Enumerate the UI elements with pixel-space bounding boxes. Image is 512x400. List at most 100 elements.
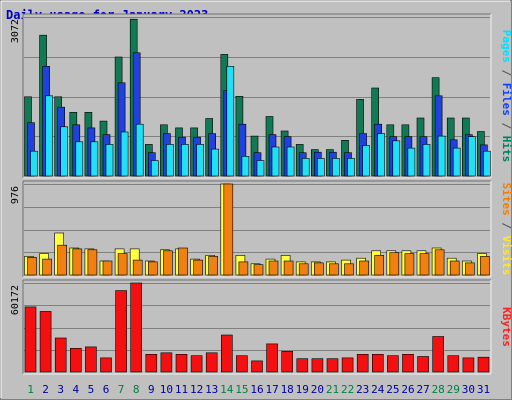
panel-top-ymax-label: 3072 <box>10 19 21 43</box>
x-tick-label-day-30: 30 <box>462 383 475 396</box>
bar-pages-day-19 <box>301 158 310 177</box>
x-tick-label-day-17: 17 <box>265 383 278 396</box>
bar-kbytes-day-21 <box>326 358 339 373</box>
bar-pages-day-14 <box>226 66 235 177</box>
bar-kbytes-day-26 <box>402 353 414 373</box>
x-tick-label-day-3: 3 <box>57 383 64 396</box>
bar-sites-day-13 <box>208 256 218 276</box>
x-tick-label-day-8: 8 <box>133 383 140 396</box>
x-tick-label-day-18: 18 <box>281 383 294 396</box>
bar-kbytes-day-3 <box>54 337 67 373</box>
x-tick-label-day-9: 9 <box>148 383 155 396</box>
bar-sites-day-17 <box>268 260 279 276</box>
x-tick-label-day-26: 26 <box>401 383 414 396</box>
bar-kbytes-day-31 <box>477 356 490 373</box>
bar-sites-day-26 <box>404 253 415 276</box>
bar-kbytes-day-30 <box>462 357 475 373</box>
bar-pages-day-2 <box>45 95 53 177</box>
bar-kbytes-day-23 <box>356 353 369 373</box>
bar-kbytes-day-7 <box>115 290 127 373</box>
bar-kbytes-day-13 <box>205 352 218 373</box>
bar-sites-day-1 <box>27 256 37 276</box>
bar-pages-day-17 <box>271 146 280 177</box>
series-kbytes <box>24 282 490 373</box>
x-tick-label-day-6: 6 <box>103 383 110 396</box>
x-tick-label-day-12: 12 <box>190 383 203 396</box>
bar-sites-day-27 <box>419 253 430 276</box>
bar-sites-day-8 <box>132 259 143 276</box>
bar-sites-day-29 <box>449 260 460 276</box>
bar-kbytes-day-22 <box>341 357 354 373</box>
side-legend-segment: / <box>500 63 512 83</box>
panel-middle-ymax-label: 976 <box>10 186 21 204</box>
side-legend-segment: / <box>500 116 512 136</box>
bar-kbytes-day-18 <box>281 350 294 373</box>
x-tick-label-day-5: 5 <box>88 383 95 396</box>
bar-kbytes-day-10 <box>160 352 173 373</box>
bar-pages-day-21 <box>332 158 340 177</box>
x-tick-label-day-24: 24 <box>371 383 385 396</box>
panel-bottom: 60172 KBytes <box>10 279 512 375</box>
bar-sites-day-31 <box>480 256 490 276</box>
bar-kbytes-day-17 <box>266 343 278 373</box>
bar-kbytes-day-5 <box>85 346 97 373</box>
bar-pages-day-26 <box>407 147 416 177</box>
bar-kbytes-day-12 <box>190 355 203 373</box>
panel-middle: 976 Sites / Visits <box>10 180 512 278</box>
bar-sites-day-14 <box>223 183 234 276</box>
bar-sites-day-20 <box>313 262 324 276</box>
bar-pages-day-25 <box>392 140 401 177</box>
bar-sites-day-7 <box>117 253 128 276</box>
bar-kbytes-day-1 <box>24 306 37 373</box>
bar-sites-day-4 <box>72 248 83 276</box>
bar-kbytes-day-16 <box>251 360 263 373</box>
side-legend-segment: Hits <box>500 136 512 163</box>
bar-sites-day-25 <box>389 252 400 276</box>
x-tick-label-day-7: 7 <box>118 383 125 396</box>
bar-sites-day-10 <box>163 250 173 276</box>
x-tick-label-day-31: 31 <box>477 383 490 396</box>
chart-panels: 3072 Pages / Files / Hits 976 Sites / Visit… <box>10 13 512 375</box>
x-tick-label-day-23: 23 <box>356 383 369 396</box>
bar-kbytes-day-19 <box>296 358 309 373</box>
bar-pages-day-6 <box>105 144 114 177</box>
bar-pages-day-10 <box>166 144 174 177</box>
x-tick-label-day-29: 29 <box>447 383 460 396</box>
bar-kbytes-day-6 <box>100 357 112 373</box>
x-tick-label-day-16: 16 <box>250 383 263 396</box>
bar-kbytes-day-24 <box>371 353 384 373</box>
bar-sites-day-16 <box>253 264 264 276</box>
x-tick-label-day-19: 19 <box>296 383 309 396</box>
bar-sites-day-9 <box>148 261 158 276</box>
bar-sites-day-3 <box>57 244 68 276</box>
x-tick-label-day-28: 28 <box>432 383 445 396</box>
bar-kbytes-day-11 <box>175 353 188 373</box>
x-tick-label-day-1: 1 <box>27 383 34 396</box>
bar-pages-day-29 <box>452 147 461 177</box>
bar-pages-day-15 <box>241 156 250 177</box>
bar-pages-day-12 <box>196 144 204 177</box>
side-legend-segment: KBytes <box>500 307 512 347</box>
bar-pages-day-13 <box>211 148 219 177</box>
bar-pages-day-3 <box>60 126 69 177</box>
bar-pages-day-5 <box>90 141 99 177</box>
bar-kbytes-day-2 <box>39 311 52 373</box>
bar-sites-day-18 <box>283 260 294 276</box>
side-legend-segment: / <box>500 216 512 236</box>
side-legend-segment: Pages <box>500 30 512 63</box>
panel-top-side-legend: Pages / Files / Hits <box>500 30 512 163</box>
bar-kbytes-day-25 <box>387 355 399 373</box>
x-tick-label-day-22: 22 <box>341 383 354 396</box>
bar-pages-day-24 <box>377 133 386 177</box>
bar-pages-day-22 <box>347 158 355 177</box>
x-tick-label-day-25: 25 <box>386 383 399 396</box>
bar-pages-day-28 <box>437 135 446 177</box>
bar-sites-day-15 <box>238 261 249 276</box>
bar-sites-day-21 <box>329 263 339 276</box>
bar-pages-day-11 <box>181 144 189 177</box>
bar-pages-day-7 <box>120 131 129 177</box>
bar-pages-day-18 <box>286 146 295 177</box>
x-tick-label-day-15: 15 <box>235 383 248 396</box>
bar-sites-day-30 <box>464 262 475 276</box>
